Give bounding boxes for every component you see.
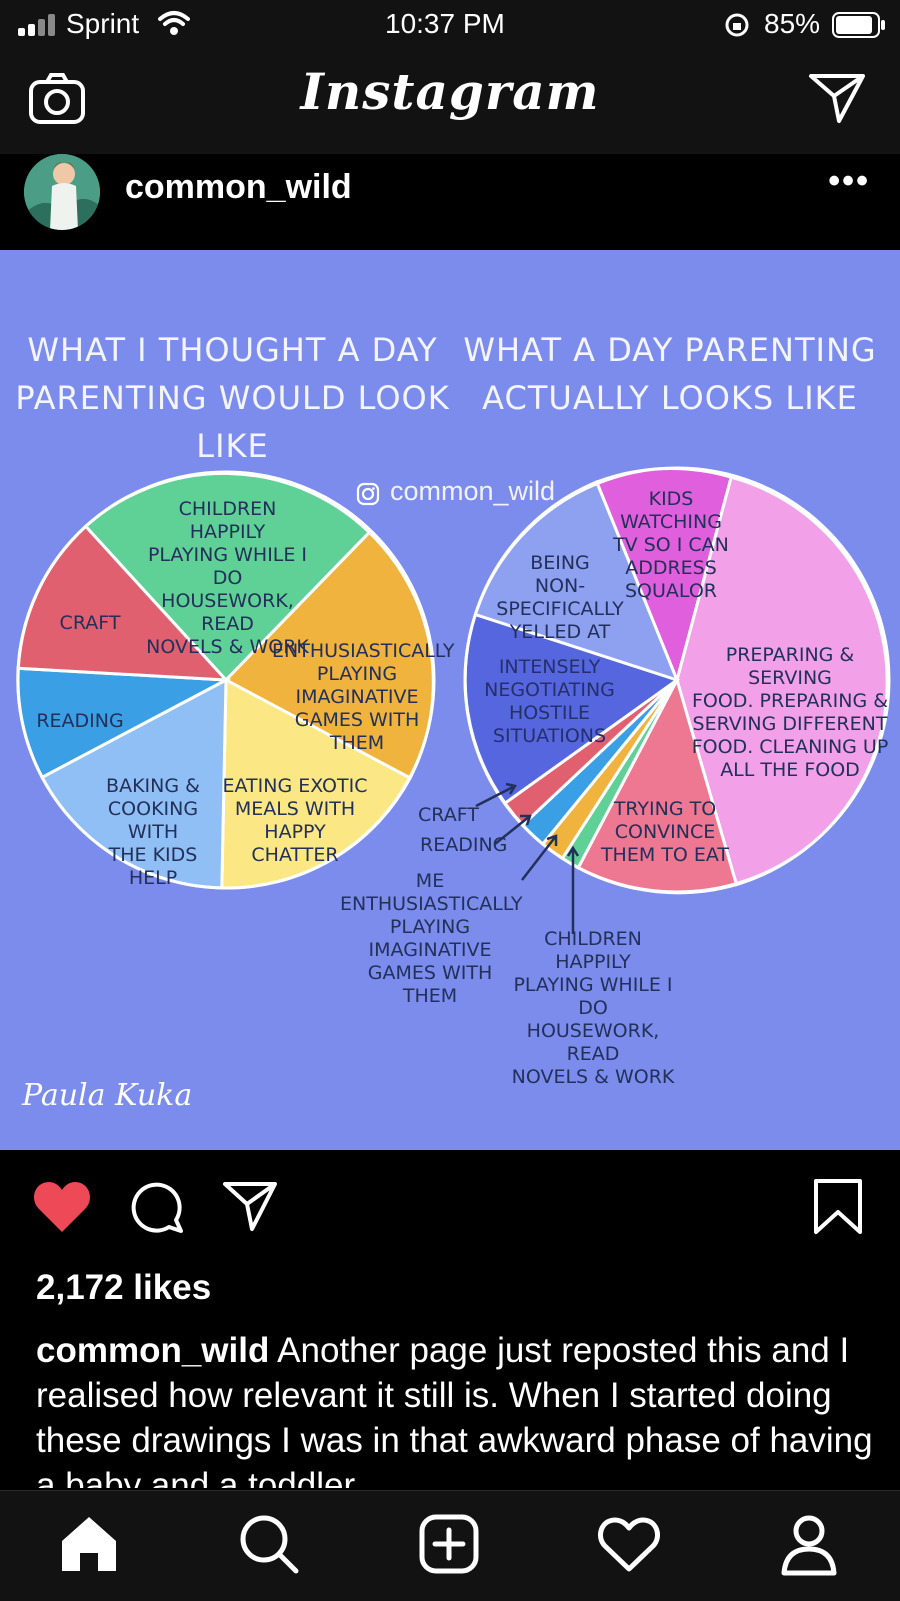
label-line: HAPPY CHATTER bbox=[251, 821, 339, 866]
label-reading: READING bbox=[36, 710, 124, 732]
right-title-line-1: WHAT A DAY PARENTING bbox=[463, 331, 877, 369]
label-line: GAMES WITH THEM bbox=[367, 962, 493, 1007]
bottom-tab-bar bbox=[0, 1490, 900, 1601]
artist-signature: Paula Kuka bbox=[22, 1078, 193, 1113]
watermark-text: common_wild bbox=[390, 476, 556, 506]
label-line: ADDRESS bbox=[625, 557, 717, 579]
left-title-line-2: PARENTING WOULD LOOK LIKE bbox=[15, 379, 450, 465]
label-line: COOKING WITH bbox=[107, 798, 199, 843]
label-line: TRYING TO bbox=[613, 798, 717, 820]
label-line: NOVELS & WORK bbox=[511, 1066, 675, 1088]
label-line: CHILDREN HAPPILY bbox=[178, 498, 277, 543]
battery-percent: 85% bbox=[764, 8, 821, 39]
label-line: THE KIDS HELP bbox=[108, 844, 198, 889]
rotation-lock-icon bbox=[725, 13, 749, 37]
profile-icon[interactable] bbox=[774, 1509, 844, 1579]
label-trying-to-convince: TRYING TO CONVINCE THEM TO EAT bbox=[600, 798, 730, 867]
carrier: Sprint bbox=[66, 8, 140, 39]
status-bar: Sprint 10:37 PM 85% bbox=[0, 0, 900, 52]
label-right-children-happily: CHILDREN HAPPILY PLAYING WHILE I DO HOUS… bbox=[508, 928, 678, 1089]
right-title-line-2: ACTUALLY LOOKS LIKE bbox=[482, 379, 858, 417]
direct-icon[interactable] bbox=[808, 72, 866, 124]
label-children-happily: CHILDREN HAPPILY PLAYING WHILE I DO HOUS… bbox=[140, 498, 315, 659]
label-line: ENTHUSIASTICALLY bbox=[272, 640, 455, 662]
battery-icon bbox=[832, 12, 885, 38]
label-preparing-food: PREPARING & SERVING FOOD. PREPARING & SE… bbox=[690, 644, 890, 782]
label-line: ALL THE FOOD bbox=[720, 759, 860, 781]
label-being-yelled-at: BEING NON-SPECIFICALLY YELLED AT bbox=[480, 552, 640, 644]
label-line: EATING EXOTIC bbox=[222, 775, 368, 797]
label-line: PLAYING IMAGINATIVE bbox=[368, 916, 492, 961]
label-enthusiastically-playing: ENTHUSIASTICALLY PLAYING IMAGINATIVE GAM… bbox=[272, 640, 455, 755]
label-line: CHILDREN HAPPILY bbox=[544, 928, 642, 973]
left-title: WHAT I THOUGHT A DAY PARENTING WOULD LOO… bbox=[0, 326, 465, 470]
label-line: KIDS WATCHING bbox=[620, 488, 722, 533]
label-eating-exotic: EATING EXOTIC MEALS WITH HAPPY CHATTER bbox=[220, 775, 370, 867]
clock: 10:37 PM bbox=[385, 8, 505, 39]
pie-charts bbox=[16, 466, 891, 934]
label-me-enthusiastically: ME ENTHUSIASTICALLY PLAYING IMAGINATIVE … bbox=[340, 870, 523, 1008]
label-negotiating: INTENSELY NEGOTIATING HOSTILE SITUATIONS bbox=[462, 656, 637, 748]
likes-count[interactable]: 2,172 likes bbox=[36, 1268, 212, 1307]
label-line: SERVING DIFFERENT bbox=[692, 713, 888, 735]
post-username[interactable]: common_wild bbox=[125, 168, 352, 206]
label-line: THEM TO EAT bbox=[600, 844, 730, 866]
avatar[interactable] bbox=[24, 154, 100, 230]
comment-icon[interactable] bbox=[130, 1180, 184, 1234]
search-icon[interactable] bbox=[234, 1509, 304, 1579]
signal-icon bbox=[18, 14, 62, 36]
label-line: CONVINCE bbox=[614, 821, 716, 843]
post-actions bbox=[0, 1150, 900, 1270]
activity-icon[interactable] bbox=[594, 1509, 664, 1579]
label-line: MEALS WITH bbox=[234, 798, 356, 820]
bookmark-icon[interactable] bbox=[812, 1178, 864, 1236]
label-line: NON-SPECIFICALLY bbox=[496, 575, 624, 620]
camera-icon[interactable] bbox=[28, 72, 86, 126]
label-baking: BAKING & COOKING WITH THE KIDS HELP bbox=[88, 775, 218, 890]
label-line: SITUATIONS bbox=[492, 725, 607, 747]
label-craft: CRAFT bbox=[59, 612, 121, 634]
annotation-arrows bbox=[475, 782, 580, 934]
label-line: TV SO I CAN bbox=[613, 534, 729, 556]
label-line: HOUSEWORK, READ bbox=[526, 1020, 660, 1065]
label-line: NOVELS & WORK bbox=[146, 636, 309, 658]
label-line: SQUALOR bbox=[625, 580, 717, 602]
label-right-craft: CRAFT bbox=[418, 804, 479, 826]
label-right-reading: READING bbox=[420, 834, 508, 856]
caption-text: Another page just reposted this and I re… bbox=[36, 1331, 873, 1488]
label-line: ME ENTHUSIASTICALLY bbox=[340, 870, 523, 915]
label-line: INTENSELY bbox=[498, 656, 601, 678]
label-line: PLAYING WHILE I DO bbox=[513, 974, 673, 1019]
more-options-icon[interactable]: ••• bbox=[828, 162, 870, 200]
heart-icon[interactable] bbox=[32, 1180, 92, 1234]
label-kids-watching-tv: KIDS WATCHING TV SO I CAN ADDRESS SQUALO… bbox=[596, 488, 746, 603]
post-header: common_wild ••• bbox=[0, 154, 900, 250]
label-line: YELLED AT bbox=[509, 621, 611, 643]
caption-username[interactable]: common_wild bbox=[36, 1331, 270, 1370]
top-navigation-bar: Instagram bbox=[0, 52, 900, 155]
left-title-line-1: WHAT I THOUGHT A DAY bbox=[27, 331, 438, 369]
new-post-icon[interactable] bbox=[414, 1509, 484, 1579]
post-image[interactable]: WHAT I THOUGHT A DAY PARENTING WOULD LOO… bbox=[0, 250, 900, 1150]
app-logo: Instagram bbox=[300, 62, 600, 121]
label-line: BAKING & bbox=[106, 775, 200, 797]
wifi-icon bbox=[158, 11, 190, 35]
label-line: FOOD. CLEANING UP bbox=[691, 736, 889, 758]
home-icon[interactable] bbox=[54, 1509, 124, 1579]
instagram-watermark-icon bbox=[356, 482, 380, 506]
right-title: WHAT A DAY PARENTING ACTUALLY LOOKS LIKE bbox=[440, 326, 900, 422]
label-line: HOUSEWORK, READ bbox=[161, 590, 294, 635]
share-icon[interactable] bbox=[222, 1180, 278, 1232]
label-line: PLAYING WHILE I DO bbox=[147, 544, 308, 589]
label-line: FOOD. PREPARING & bbox=[691, 690, 889, 712]
label-line: PREPARING & SERVING bbox=[725, 644, 855, 689]
label-line: NEGOTIATING HOSTILE bbox=[484, 679, 615, 724]
post-caption: common_wild Another page just reposted t… bbox=[36, 1328, 876, 1488]
label-line: PLAYING IMAGINATIVE bbox=[295, 663, 419, 708]
label-line: GAMES WITH THEM bbox=[294, 709, 420, 754]
label-line: BEING bbox=[530, 552, 590, 574]
